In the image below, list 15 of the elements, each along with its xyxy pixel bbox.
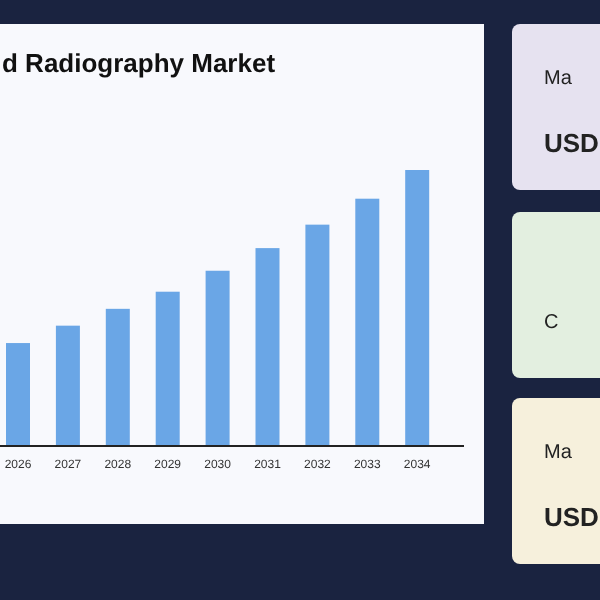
bar	[205, 270, 230, 446]
text: USD	[544, 502, 599, 532]
bar	[355, 198, 380, 446]
text: Ma	[544, 68, 573, 90]
text: USD	[544, 128, 599, 158]
text: C	[544, 312, 559, 334]
bar	[155, 291, 180, 446]
bar	[255, 248, 280, 446]
bar	[55, 325, 80, 446]
text: Ma	[544, 442, 573, 464]
bar	[305, 224, 330, 446]
bar	[105, 308, 130, 446]
bar	[6, 343, 30, 446]
bar	[405, 170, 430, 446]
chart-title: d Radiography Market	[2, 48, 277, 78]
